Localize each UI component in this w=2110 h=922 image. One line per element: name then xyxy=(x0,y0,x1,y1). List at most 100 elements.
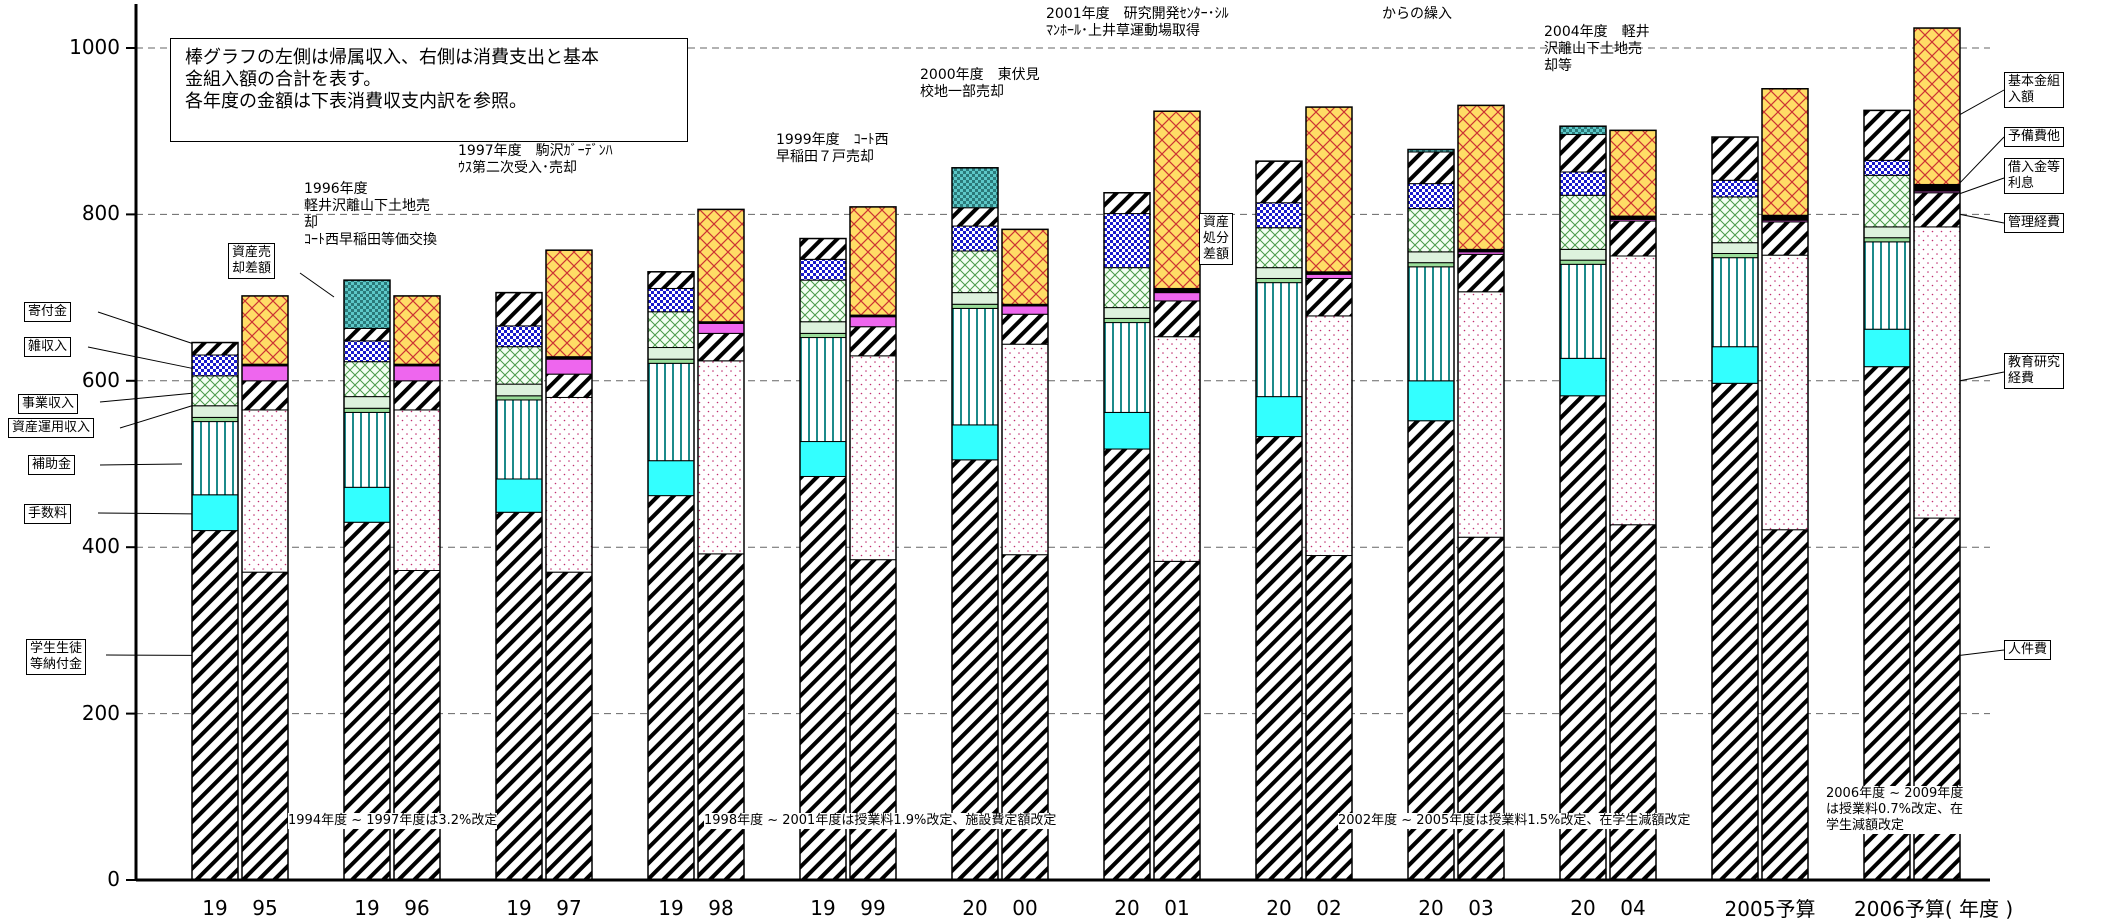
expense-bar-segment xyxy=(1762,530,1808,880)
label-tesuryo: 手数料 xyxy=(24,504,71,524)
label-jinkenhi: 人件費 xyxy=(2004,640,2051,660)
income-bar-segment xyxy=(648,363,694,460)
expense-bar-segment xyxy=(1610,221,1656,256)
expense-bar-segment xyxy=(850,560,896,880)
expense-bar-segment xyxy=(394,410,440,571)
expense-bar-segment xyxy=(242,366,288,381)
income-bar-segment xyxy=(1104,308,1150,319)
income-bar-segment xyxy=(648,359,694,363)
income-bar-segment xyxy=(192,417,238,421)
label-leader-line xyxy=(1960,178,2004,194)
expense-bar-segment xyxy=(1762,255,1808,530)
income-bar-segment xyxy=(1256,278,1302,282)
event-1997: 1997年度 駒沢ｶﾞｰﾃﾞﾝﾊ ｳｽ第二次受入･売却 xyxy=(458,143,613,177)
x-tick-label: 20 xyxy=(1564,896,1602,920)
label-leader-line xyxy=(1960,137,2004,183)
label-kihonkin: 基本金組 入額 xyxy=(2004,72,2064,108)
label-leader-line xyxy=(1960,90,2004,115)
income-bar-segment xyxy=(952,293,998,305)
income-bar-segment xyxy=(1560,135,1606,172)
expense-bar-segment xyxy=(1762,222,1808,255)
expense-bar-segment xyxy=(1002,555,1048,880)
income-bar-segment xyxy=(344,412,390,487)
income-bar-segment xyxy=(1712,254,1758,258)
income-bar-segment xyxy=(1408,381,1454,421)
label-kifukin: 寄付金 xyxy=(24,302,71,322)
y-tick-label: 1000 xyxy=(60,35,120,59)
event-1996: 1996年度 軽井沢離山下土地売 却 ｺｰﾄ西早稲田等価交換 xyxy=(304,181,437,249)
expense-bar-segment xyxy=(1002,306,1048,314)
label-leader-line xyxy=(300,273,334,297)
income-bar-segment xyxy=(1560,126,1606,134)
income-bar-segment xyxy=(1408,263,1454,267)
expense-bar-segment xyxy=(394,296,440,364)
label-jigyoshunyu: 事業収入 xyxy=(18,394,78,414)
y-tick-label: 0 xyxy=(60,867,120,891)
expense-bar-segment xyxy=(546,359,592,374)
expense-bar-segment xyxy=(1914,193,1960,227)
expense-bar-segment xyxy=(1306,556,1352,880)
income-bar-segment xyxy=(1712,258,1758,347)
income-bar-segment xyxy=(1560,249,1606,260)
income-bar-segment xyxy=(800,259,846,280)
income-bar-segment xyxy=(1104,323,1150,413)
expense-bar-segment xyxy=(698,554,744,880)
income-bar-segment xyxy=(344,341,390,362)
label-shisan-shobun: 資産 処分 差額 xyxy=(1199,213,1233,265)
event-2001: 2001年度 研究開発ｾﾝﾀｰ･ｼﾙ ﾏﾝﾎｰﾙ･上井草運動場取得 xyxy=(1046,6,1229,40)
income-bar-segment xyxy=(1864,160,1910,175)
expense-bar-segment xyxy=(1914,227,1960,518)
expense-bar-segment xyxy=(1154,293,1200,301)
x-tick-label: 19 xyxy=(196,896,234,920)
expense-bar-segment xyxy=(698,323,744,333)
income-bar-segment xyxy=(952,304,998,308)
income-bar-segment xyxy=(800,442,846,477)
expense-bar-segment xyxy=(1610,256,1656,525)
income-bar-segment xyxy=(496,384,542,396)
income-bar-segment xyxy=(1408,421,1454,880)
income-bar-segment xyxy=(1408,209,1454,252)
income-bar-segment xyxy=(1712,347,1758,384)
expense-bar-segment xyxy=(1306,278,1352,315)
income-bar-segment xyxy=(496,512,542,880)
expense-bar-segment xyxy=(1154,288,1200,292)
x-tick-label: 20 xyxy=(1108,896,1146,920)
tuition-note-1998: 1998年度 ~ 2001年度は授業料1.9%改定、施設費定額改定 xyxy=(704,813,1056,829)
expense-bar-segment xyxy=(1002,314,1048,344)
expense-bar-segment xyxy=(242,296,288,364)
income-bar-segment xyxy=(1712,137,1758,180)
label-leader-line xyxy=(1960,650,2004,655)
income-bar-segment xyxy=(1560,260,1606,264)
income-bar-segment xyxy=(800,239,846,260)
expense-bar-segment xyxy=(1154,301,1200,337)
expense-bar-segment xyxy=(546,250,592,356)
chart-note: 棒グラフの左側は帰属収入、右側は消費支出と基本 金組入額の合計を表す。 各年度の… xyxy=(170,38,688,142)
income-bar-segment xyxy=(1104,268,1150,308)
x-tick-label: 95 xyxy=(246,896,284,920)
x-tick-label: 19 xyxy=(652,896,690,920)
income-bar-segment xyxy=(496,293,542,326)
label-leader-line xyxy=(1960,214,2004,223)
income-bar-segment xyxy=(1864,227,1910,238)
income-bar-segment xyxy=(952,226,998,251)
income-bar-segment xyxy=(1104,318,1150,322)
event-2003: からの繰入 xyxy=(1382,6,1452,23)
expense-bar-segment xyxy=(1306,316,1352,556)
income-bar-segment xyxy=(192,422,238,495)
x-tick-label: 01 xyxy=(1158,896,1196,920)
expense-bar-segment xyxy=(1458,292,1504,537)
x-tick-label: 98 xyxy=(702,896,740,920)
expense-bar-segment xyxy=(1154,337,1200,562)
expense-bar-segment xyxy=(242,572,288,880)
income-bar-segment xyxy=(192,343,238,355)
income-bar-segment xyxy=(1712,180,1758,197)
label-leader-line xyxy=(88,347,192,368)
income-bar-segment xyxy=(1408,184,1454,209)
income-bar-segment xyxy=(800,333,846,337)
income-bar-segment xyxy=(1408,267,1454,381)
label-leader-line xyxy=(98,513,192,514)
expense-bar-segment xyxy=(546,397,592,572)
label-shakunyu-risoku: 借入金等 利息 xyxy=(2004,158,2064,194)
income-bar-segment xyxy=(1408,152,1454,184)
income-bar-segment xyxy=(344,328,390,340)
